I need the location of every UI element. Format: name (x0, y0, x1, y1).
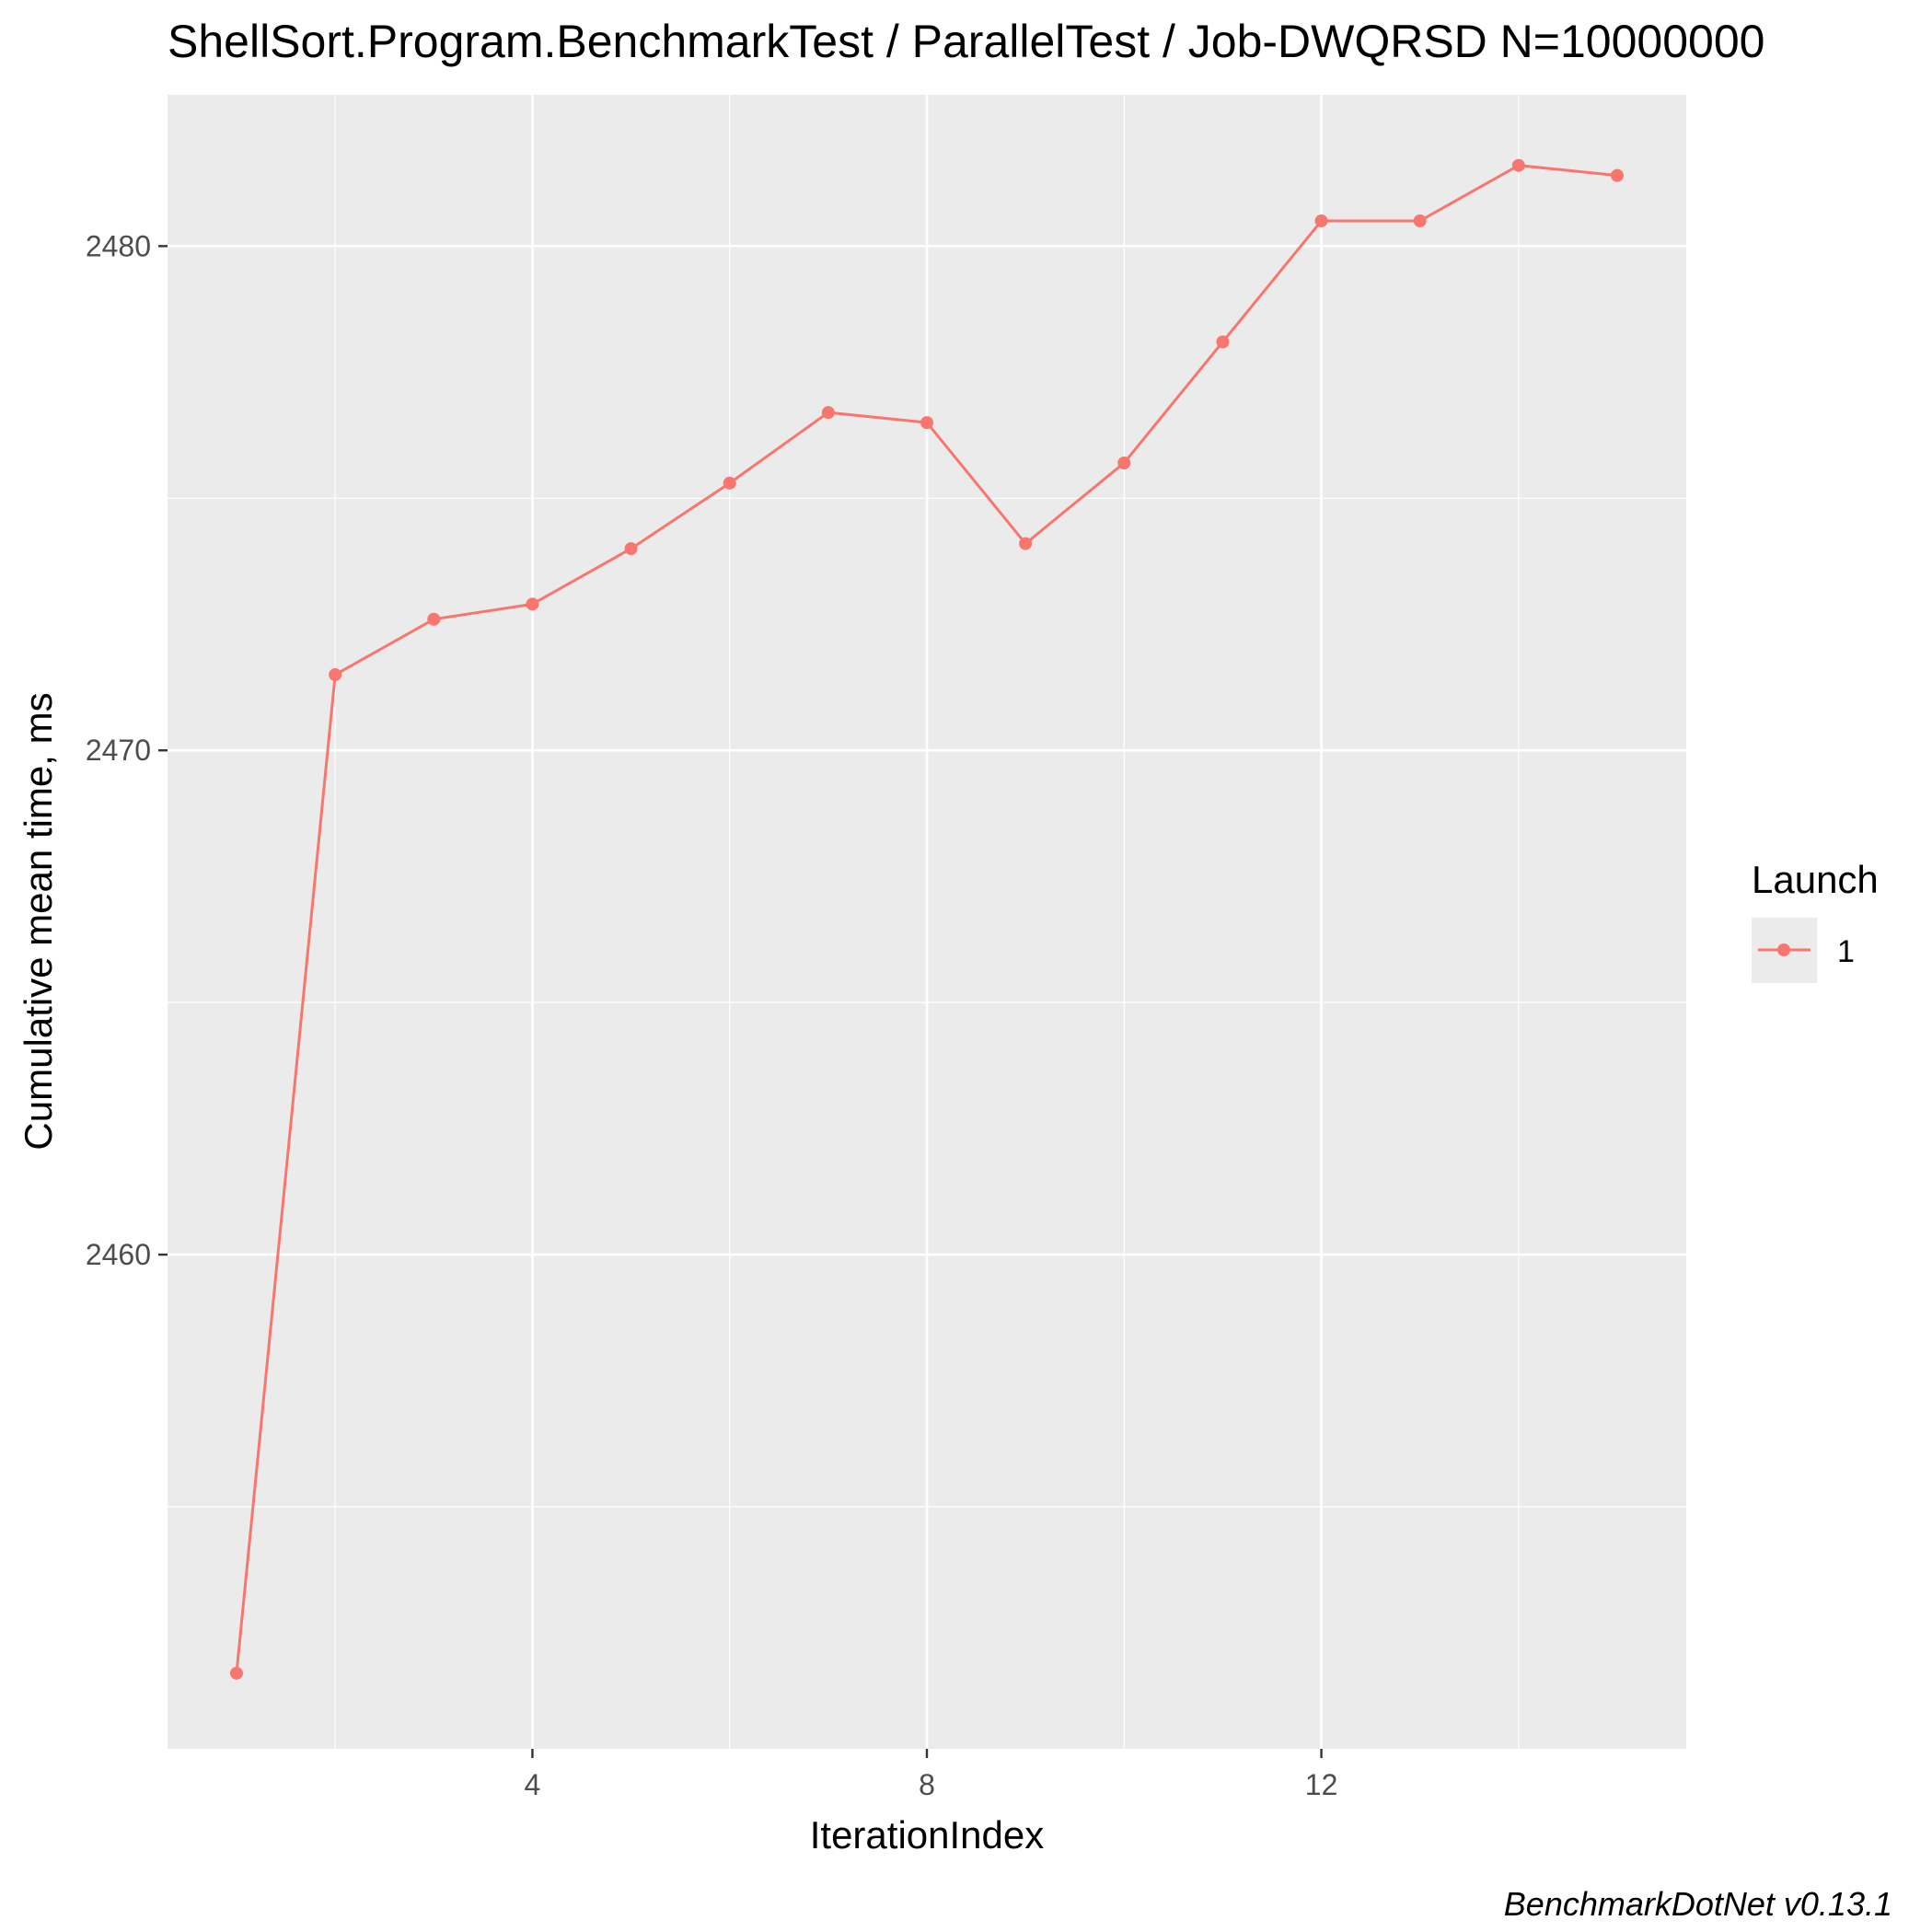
x-tick-label: 4 (525, 1768, 541, 1801)
data-point (723, 476, 736, 490)
data-point (1611, 168, 1624, 182)
data-point (427, 612, 441, 626)
data-point (1413, 214, 1427, 227)
data-point (624, 542, 638, 556)
x-tick-label: 8 (919, 1768, 935, 1801)
data-point (230, 1666, 243, 1680)
data-point (1216, 335, 1230, 349)
x-tick-label: 12 (1305, 1768, 1338, 1801)
legend-key-point (1777, 943, 1790, 956)
legend-title: Launch (1752, 858, 1879, 901)
chart-title: ShellSort.Program.BenchmarkTest / Parall… (168, 16, 1764, 67)
data-point (1314, 214, 1328, 227)
data-point (526, 597, 539, 611)
y-axis-title: Cumulative mean time, ms (17, 692, 60, 1150)
x-axis-title: IterationIndex (810, 1813, 1045, 1857)
legend-label-series-1: 1 (1837, 934, 1855, 969)
data-point (920, 416, 933, 430)
data-point (1117, 456, 1131, 469)
tick-labels: 4 8 12 2460 2470 2480 (86, 229, 1338, 1801)
caption: BenchmarkDotNet v0.13.1 (1504, 1885, 1892, 1923)
series-layer (230, 158, 1624, 1680)
data-point (1019, 537, 1033, 550)
y-tick-label: 2470 (86, 734, 151, 767)
data-point (329, 668, 342, 682)
axis-ticks (158, 245, 1323, 1758)
data-point (821, 406, 835, 420)
y-tick-label: 2460 (86, 1238, 151, 1271)
y-tick-label: 2480 (86, 229, 151, 262)
legend: Launch 1 (1752, 858, 1879, 983)
major-gridlines (168, 95, 1686, 1749)
data-point (1511, 158, 1525, 172)
